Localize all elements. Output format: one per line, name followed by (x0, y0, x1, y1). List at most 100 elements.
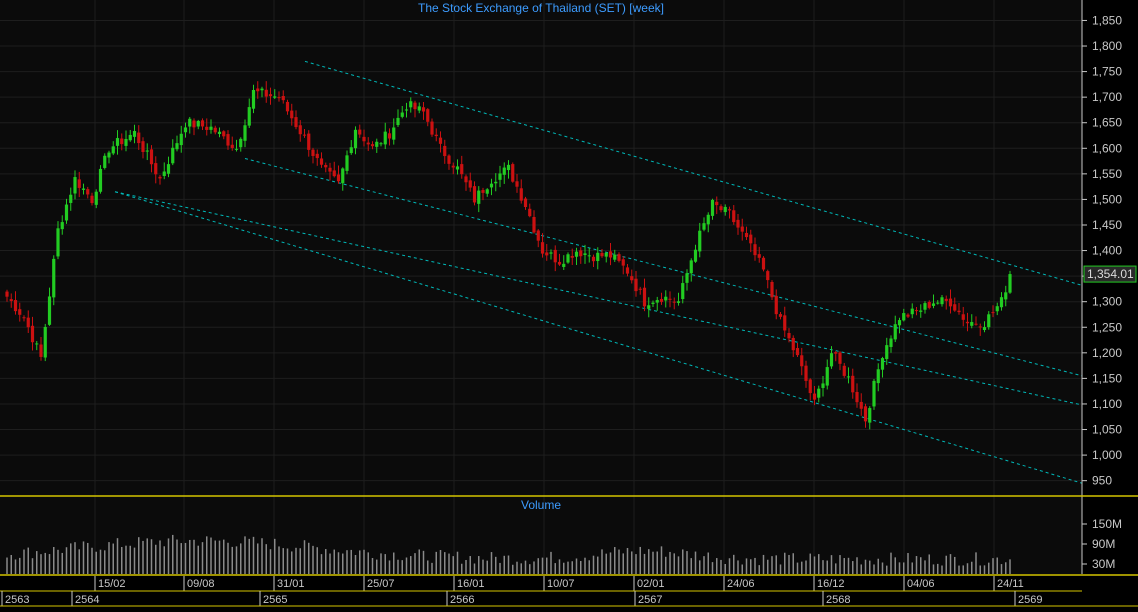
candle-body (196, 120, 200, 127)
y-tick-label: 1,250 (1092, 320, 1122, 334)
candle-body (137, 132, 141, 144)
candle-body (98, 168, 103, 192)
y-tick-label: 1,150 (1092, 371, 1122, 385)
candle-body (60, 222, 64, 230)
candle-body (740, 226, 744, 232)
candle-body (383, 131, 387, 145)
volume-tick-label: 150M (1092, 517, 1122, 531)
candle-body (353, 129, 358, 149)
candle-body (120, 138, 124, 145)
date-label: 25/07 (367, 578, 395, 590)
candle-body (863, 406, 868, 422)
candle-body (638, 288, 642, 290)
candle-body (851, 375, 855, 393)
candle-body (183, 127, 188, 133)
candle-body (35, 343, 39, 345)
candle-body (604, 252, 608, 257)
candle-body (56, 228, 60, 257)
candle-body (77, 179, 81, 188)
candle-body (324, 164, 328, 168)
candle-body (978, 326, 982, 328)
candle-body (341, 168, 345, 184)
year-label: 2563 (5, 594, 29, 606)
candle-body (22, 317, 26, 319)
date-label: 24/11 (997, 578, 1024, 590)
candle-body (778, 314, 783, 317)
candle-body (13, 300, 18, 312)
candle-body (464, 176, 468, 183)
date-label: 10/07 (547, 578, 575, 590)
candle-body (795, 348, 800, 356)
candle-body (719, 206, 723, 211)
candle-body (247, 107, 251, 126)
candle-body (549, 252, 553, 254)
candle-body (566, 254, 570, 263)
candle-body (145, 150, 149, 152)
date-label: 16/12 (817, 578, 845, 590)
date-label: 15/02 (98, 578, 126, 590)
trend-channel-line (244, 158, 1083, 377)
candle-body (753, 244, 757, 256)
candle-body (766, 271, 770, 281)
candle-body (162, 171, 166, 177)
candle-body (1008, 274, 1012, 293)
year-label: 2568 (826, 594, 850, 606)
volume-panel (0, 496, 1082, 574)
candle-body (910, 308, 914, 315)
candle-body (842, 365, 846, 376)
candle-body (332, 170, 336, 177)
y-tick-label: 1,050 (1092, 423, 1122, 437)
candle-body (974, 323, 978, 325)
candle-body (149, 149, 154, 165)
candle-body (982, 327, 987, 331)
candle-body (591, 256, 596, 262)
candle-body (502, 167, 506, 175)
candle-body (919, 310, 923, 312)
candle-body (613, 254, 617, 260)
candle-body (757, 254, 761, 258)
candle-body (179, 133, 183, 146)
candle-body (171, 147, 175, 164)
candle-body (987, 314, 991, 328)
candle-body (213, 127, 217, 133)
candle-body (829, 353, 834, 367)
candle-body (94, 191, 98, 205)
candle-body (366, 142, 370, 145)
candle-body (30, 325, 35, 343)
candle-body (821, 383, 825, 388)
candle-body (511, 164, 515, 182)
candle-body (630, 276, 634, 281)
y-tick-label: 1,200 (1092, 346, 1122, 360)
candle-body (702, 223, 706, 230)
candle-body (217, 131, 222, 134)
candle-body (991, 312, 995, 314)
candle-body (18, 309, 22, 315)
candle-body (655, 300, 659, 303)
candle-body (617, 254, 621, 261)
year-label: 2567 (638, 594, 662, 606)
year-label: 2569 (1018, 594, 1042, 606)
candle-body (358, 129, 362, 135)
candle-body (749, 234, 753, 244)
candle-body (273, 96, 277, 98)
candle-body (685, 273, 689, 283)
date-label: 02/01 (637, 578, 665, 590)
candle-body (838, 352, 842, 364)
candle-body (392, 127, 396, 140)
candle-body (681, 283, 685, 300)
candle-body (902, 313, 906, 321)
y-tick-label: 1,600 (1092, 141, 1122, 155)
candle-body (154, 163, 158, 175)
candle-body (634, 278, 638, 292)
candle-body (783, 315, 787, 331)
candle-body (880, 358, 885, 370)
candle-body (5, 291, 9, 297)
candle-body (931, 303, 936, 306)
candle-body (188, 118, 192, 127)
candle-body (73, 177, 77, 194)
y-tick-label: 1,850 (1092, 13, 1122, 27)
candle-body (298, 125, 302, 135)
candle-body (103, 155, 107, 168)
candle-body (672, 301, 676, 303)
candle-body (370, 144, 375, 147)
